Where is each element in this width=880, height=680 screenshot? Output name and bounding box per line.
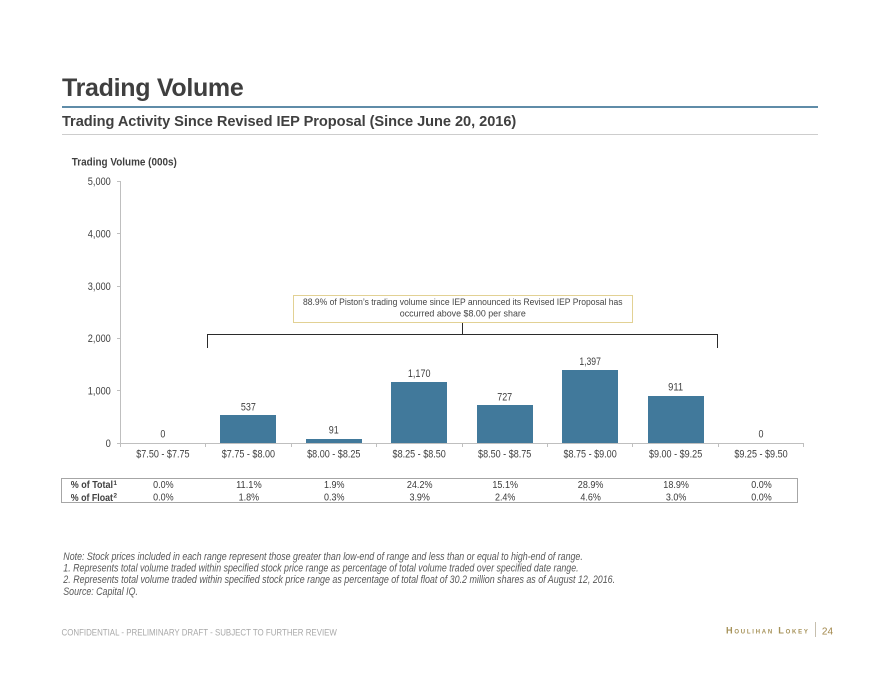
svg-text:0: 0 xyxy=(759,428,764,440)
svg-text:1. Represents total volume tra: 1. Represents total volume traded within… xyxy=(63,563,578,575)
svg-text:0.3%: 0.3% xyxy=(324,493,345,504)
svg-text:91: 91 xyxy=(329,425,339,437)
svg-text:Houlihan Lokey: Houlihan Lokey xyxy=(726,626,810,636)
svg-text:1,170: 1,170 xyxy=(408,368,431,380)
svg-text:occurred above $8.00 per share: occurred above $8.00 per share xyxy=(400,309,526,319)
svg-text:0.0%: 0.0% xyxy=(751,480,772,491)
svg-text:$8.50 - $8.75: $8.50 - $8.75 xyxy=(478,449,531,461)
svg-text:3,000: 3,000 xyxy=(88,281,111,293)
svg-text:% of Float: % of Float xyxy=(71,493,114,504)
svg-text:1,000: 1,000 xyxy=(88,386,111,398)
svg-text:11.1%: 11.1% xyxy=(236,480,262,491)
svg-text:CONFIDENTIAL - PRELIMINARY DRA: CONFIDENTIAL - PRELIMINARY DRAFT - SUBJE… xyxy=(62,628,338,638)
svg-text:537: 537 xyxy=(241,401,256,413)
svg-text:0.0%: 0.0% xyxy=(153,493,174,504)
svg-text:1,397: 1,397 xyxy=(579,356,601,368)
svg-text:911: 911 xyxy=(668,382,683,394)
svg-text:4.6%: 4.6% xyxy=(580,493,601,504)
svg-text:% of Total: % of Total xyxy=(71,480,113,491)
svg-text:$7.50 - $7.75: $7.50 - $7.75 xyxy=(136,449,189,461)
svg-text:2,000: 2,000 xyxy=(88,333,111,345)
svg-text:88.9% of Piston’s trading volu: 88.9% of Piston’s trading volume since I… xyxy=(303,297,623,307)
svg-text:5,000: 5,000 xyxy=(88,176,111,188)
svg-text:2: 2 xyxy=(113,493,117,500)
svg-text:$7.75 - $8.00: $7.75 - $8.00 xyxy=(222,449,275,461)
svg-text:2.4%: 2.4% xyxy=(495,493,516,504)
svg-text:0.0%: 0.0% xyxy=(153,480,174,491)
svg-text:4,000: 4,000 xyxy=(88,228,111,240)
svg-text:1.9%: 1.9% xyxy=(324,480,345,491)
svg-text:24: 24 xyxy=(822,626,834,637)
svg-text:$8.00 - $8.25: $8.00 - $8.25 xyxy=(307,449,360,461)
svg-text:Trading Volume (000s): Trading Volume (000s) xyxy=(72,156,177,168)
svg-text:0: 0 xyxy=(160,428,165,440)
svg-text:0: 0 xyxy=(106,438,111,450)
svg-text:15.1%: 15.1% xyxy=(492,480,518,491)
svg-text:$8.75 - $9.00: $8.75 - $9.00 xyxy=(563,449,616,461)
svg-text:2. Represents total volume tra: 2. Represents total volume traded within… xyxy=(62,574,615,586)
svg-text:18.9%: 18.9% xyxy=(663,480,689,491)
svg-text:1: 1 xyxy=(113,480,117,487)
svg-text:0.0%: 0.0% xyxy=(751,493,772,504)
svg-text:727: 727 xyxy=(497,391,512,403)
svg-text:$9.25 - $9.50: $9.25 - $9.50 xyxy=(734,449,787,461)
svg-text:1.8%: 1.8% xyxy=(239,493,260,504)
svg-text:$8.25 - $8.50: $8.25 - $8.50 xyxy=(393,449,446,461)
svg-text:28.9%: 28.9% xyxy=(578,480,604,491)
svg-text:$9.00 - $9.25: $9.00 - $9.25 xyxy=(649,449,702,461)
svg-text:3.0%: 3.0% xyxy=(666,493,687,504)
svg-text:3.9%: 3.9% xyxy=(409,493,430,504)
svg-text:24.2%: 24.2% xyxy=(407,480,433,491)
svg-text:Source: Capital IQ.: Source: Capital IQ. xyxy=(63,586,138,598)
svg-text:Note: Stock prices included in: Note: Stock prices included in each rang… xyxy=(63,551,583,563)
